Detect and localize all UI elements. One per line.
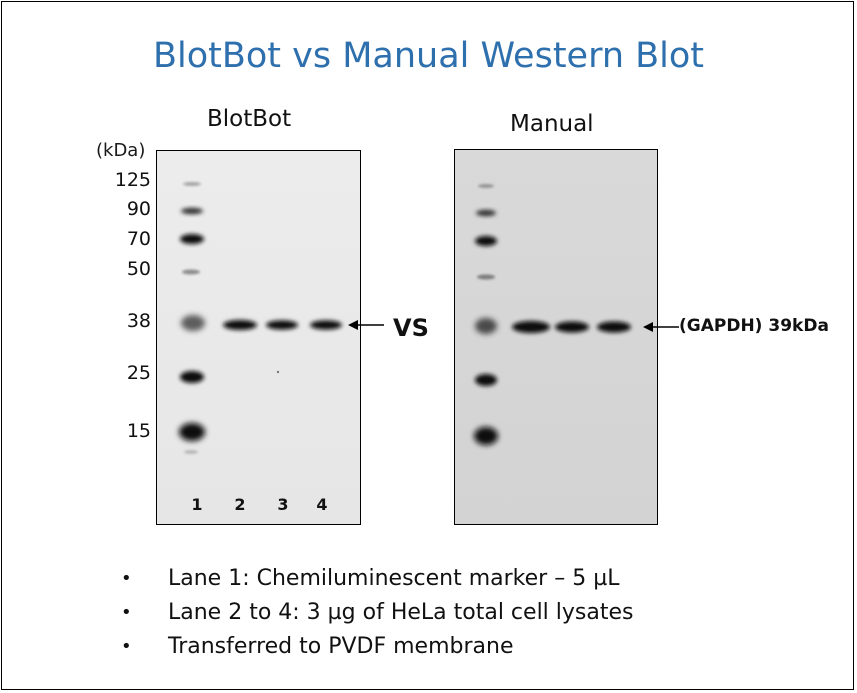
lane-number-4: 4 [316, 495, 328, 514]
note-text: Lane 1: Chemiluminescent marker – 5 µL [168, 566, 620, 591]
marker-label-50: 50 [126, 258, 151, 280]
notes-list: • Lane 1: Chemiluminescent marker – 5 µL … [118, 562, 633, 664]
manual-membrane-image [454, 149, 658, 525]
marker-label-70: 70 [126, 228, 151, 250]
manual-marker-ladder [474, 184, 498, 445]
marker-label-90: 90 [126, 198, 151, 220]
note-item: • Lane 2 to 4: 3 µg of HeLa total cell ly… [118, 596, 633, 630]
marker-label-15: 15 [126, 420, 151, 442]
gapdh-band-label: (GAPDH) 39kDa [679, 316, 829, 336]
manual-bands [474, 184, 631, 445]
manual-band-arrow-icon [643, 322, 679, 332]
lane-number-3: 3 [277, 495, 289, 514]
blotbot-band-arrow-icon [348, 320, 384, 330]
note-item: • Lane 1: Chemiluminescent marker – 5 µL [118, 562, 633, 596]
blotbot-membrane-image [156, 150, 361, 525]
bullet-icon: • [121, 636, 132, 657]
marker-label-125: 125 [114, 169, 151, 191]
blotbot-speck [276, 370, 280, 374]
bullet-icon: • [121, 602, 132, 623]
lane-number-2: 2 [234, 495, 246, 514]
marker-label-25: 25 [126, 362, 151, 384]
manual-gapdh-bands [512, 321, 631, 333]
note-text: Transferred to PVDF membrane [168, 634, 514, 659]
note-text: Lane 2 to 4: 3 µg of HeLa total cell lys… [168, 600, 634, 625]
note-item: • Transferred to PVDF membrane [118, 630, 633, 664]
vs-label: VS [393, 314, 429, 342]
bullet-icon: • [121, 568, 132, 589]
blotbot-marker-ladder [179, 182, 205, 454]
lane-number-1: 1 [191, 495, 203, 514]
blotbot-gapdh-bands [223, 320, 342, 330]
marker-label-38: 38 [126, 310, 151, 332]
figure-title: BlotBot vs Manual Western Blot [152, 36, 705, 76]
kda-unit-label: (kDa) [96, 140, 146, 161]
blotbot-bands [179, 182, 342, 454]
manual-panel-label: Manual [510, 111, 594, 137]
blotbot-panel-label: BlotBot [207, 106, 292, 132]
